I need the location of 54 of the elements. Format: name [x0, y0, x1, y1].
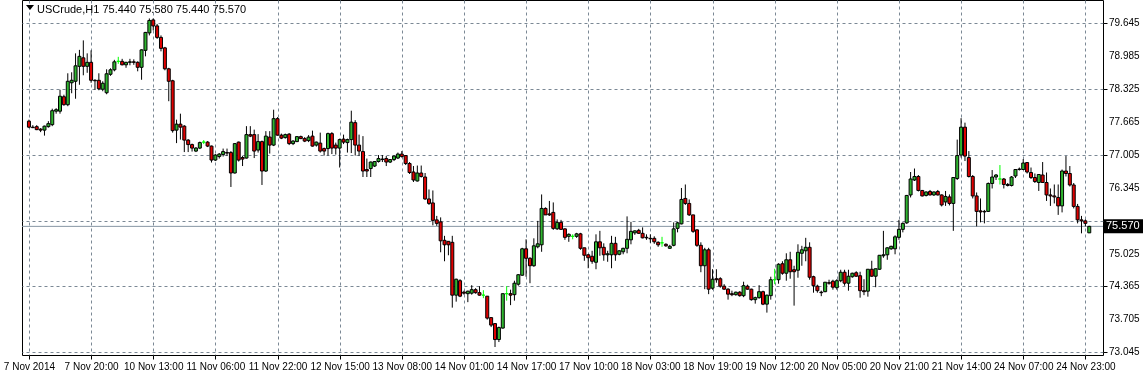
candlestick — [221, 148, 226, 158]
x-tick-label: 19 Nov 12:00 — [745, 360, 806, 372]
x-tick-label: 14 Nov 01:00 — [434, 360, 495, 372]
candlestick — [865, 268, 870, 298]
candlestick — [858, 271, 863, 299]
candlestick — [726, 287, 731, 301]
candlestick — [625, 215, 630, 254]
candlestick — [81, 39, 86, 76]
candlestick — [1044, 172, 1049, 202]
x-tick-label: 20 Nov 21:00 — [869, 360, 930, 372]
x-tick-label: 10 Nov 13:00 — [123, 360, 184, 372]
x-tick-label: 18 Nov 03:00 — [621, 360, 682, 372]
x-tick-label: 17 Nov 10:00 — [558, 360, 619, 372]
y-tick-label: 74.365 — [1109, 280, 1141, 292]
candlestick — [349, 110, 354, 154]
candlestick — [594, 233, 598, 270]
x-tick-label: 20 Nov 05:00 — [807, 360, 868, 372]
x-tick-label: 13 Nov 08:00 — [372, 360, 433, 372]
candlestick — [73, 52, 78, 100]
y-tick-label: 76.345 — [1109, 181, 1141, 193]
y-tick-label: 78.985 — [1109, 50, 1141, 62]
candlestick — [252, 129, 257, 159]
candlestick — [178, 113, 183, 141]
candlestick — [430, 189, 435, 226]
y-tick-label: 79.645 — [1109, 17, 1141, 29]
y-tick-label: 75.025 — [1109, 247, 1141, 259]
candlestick — [124, 61, 129, 69]
y-tick-label: 78.325 — [1109, 83, 1141, 94]
candlestick — [729, 290, 734, 297]
x-tick-label: 21 Nov 14:00 — [931, 360, 992, 372]
x-tick-label: 24 Nov 07:00 — [993, 360, 1054, 372]
candlestick — [127, 58, 132, 66]
y-tick-label: 77.005 — [1109, 148, 1141, 160]
y-tick-label: 73.045 — [1109, 346, 1141, 358]
x-tick-label: 12 Nov 15:00 — [310, 360, 371, 372]
chart-title: USCrude,H1 75.440 75.580 75.440 75.570 — [37, 3, 247, 15]
ref-line-label: 75.570 — [1106, 219, 1140, 232]
candlestick — [360, 135, 365, 178]
x-tick-label: 11 Nov 06:00 — [186, 360, 246, 372]
candlestick — [1052, 183, 1057, 204]
candlestick — [318, 132, 323, 154]
y-tick-label: 77.665 — [1109, 115, 1141, 127]
x-tick-label: 11 Nov 22:00 — [248, 360, 308, 372]
candlestick — [644, 233, 649, 241]
candlestick — [656, 240, 661, 248]
candlestick — [768, 276, 773, 301]
x-tick-label: 14 Nov 17:00 — [496, 360, 557, 372]
x-tick-label: 7 Nov 2014 — [3, 360, 56, 372]
y-tick-label: 73.705 — [1109, 313, 1141, 325]
x-tick-label: 24 Nov 23:00 — [1056, 360, 1117, 372]
candlestick — [784, 252, 789, 282]
x-tick-label: 18 Nov 19:00 — [683, 360, 744, 372]
x-tick-label: 7 Nov 20:00 — [64, 360, 119, 372]
candlestick — [96, 72, 101, 91]
